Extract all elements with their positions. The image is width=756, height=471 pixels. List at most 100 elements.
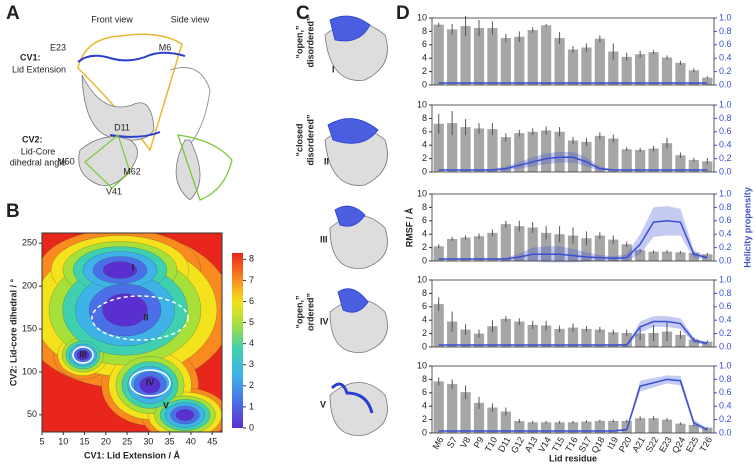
residue-label: V41 <box>106 186 122 196</box>
x-tick-label: Q24 <box>670 435 687 455</box>
bar <box>460 392 471 433</box>
panel-label: B <box>6 201 20 222</box>
residue-label: M62 <box>123 166 141 176</box>
bar <box>487 326 498 347</box>
panel-label: D <box>396 3 410 24</box>
colorbar-tick-label: 0 <box>249 422 254 432</box>
x-tick-label: 35 <box>165 436 175 446</box>
y-tick-label: 10 <box>417 188 427 198</box>
x-tick-label: 5 <box>39 436 44 446</box>
colorbar-tick-label: 5 <box>249 317 254 327</box>
bar <box>541 232 552 261</box>
y-tick-label: 4 <box>422 140 427 150</box>
plot-frame <box>431 365 715 434</box>
y-tick-label: 6 <box>422 387 427 397</box>
bar <box>702 427 713 433</box>
y2-tick-label: 0.6 <box>719 39 732 49</box>
y-tick-label: 4 <box>422 53 427 63</box>
y-tick-label: 0 <box>422 79 427 89</box>
colorbar-tick-label: 2 <box>249 380 254 390</box>
y2-tick-label: 0.0 <box>719 166 732 176</box>
y2-tick-label: 1.0 <box>719 188 732 198</box>
y-tick-label: 2 <box>422 242 427 252</box>
bar <box>688 252 699 261</box>
state-numeral: II <box>324 156 329 166</box>
bar <box>447 29 458 85</box>
bar <box>433 123 444 172</box>
bar <box>648 52 659 85</box>
bar <box>460 26 471 85</box>
y-tick-label: 8 <box>422 113 427 123</box>
y2-tick-label: 0.0 <box>719 255 732 265</box>
plot-frame <box>431 279 715 348</box>
y-tick-label: 8 <box>422 288 427 298</box>
helicity-line <box>438 378 708 432</box>
bar <box>473 28 485 85</box>
bar <box>447 384 458 433</box>
plot-frame <box>41 232 223 433</box>
x-tick-label: 40 <box>186 436 196 446</box>
state-label: “open,” <box>294 296 304 329</box>
bar <box>460 329 471 347</box>
y2-tick-label: 0.2 <box>719 153 732 163</box>
helicity-band <box>438 375 708 432</box>
bar <box>581 421 592 433</box>
x-tick-label: 10 <box>58 436 68 446</box>
bar <box>527 30 538 86</box>
cv-label: CV1: <box>20 52 41 62</box>
bar <box>635 250 646 261</box>
bar <box>594 420 605 433</box>
bar <box>621 244 632 261</box>
y2-tick-label: 1.0 <box>719 99 732 109</box>
bar <box>514 420 525 433</box>
bar <box>460 237 471 261</box>
y2-tick-label: 0.8 <box>719 202 732 212</box>
bar <box>554 38 565 85</box>
bar <box>581 328 592 347</box>
y-tick-label: 200 <box>22 281 37 291</box>
contour-map <box>42 233 222 432</box>
x-tick-label: T15 <box>550 435 566 453</box>
x-tick-label: T10 <box>483 435 499 453</box>
y2-tick-label: 0.8 <box>719 26 732 36</box>
bar <box>514 133 525 172</box>
bar <box>675 62 686 85</box>
y-tick-label: 10 <box>417 274 427 284</box>
residue-label: M50 <box>57 156 75 166</box>
bar <box>702 77 713 85</box>
bar <box>527 422 538 433</box>
cv-label: Lid Extension <box>12 64 66 74</box>
state-label: “closed <box>294 123 304 156</box>
colorbar-tick-label: 7 <box>249 275 254 285</box>
x-tick-label: T26 <box>698 435 714 453</box>
x-tick-label: A13 <box>523 435 540 454</box>
contour-level <box>175 409 195 421</box>
bar <box>635 149 646 172</box>
protein-art-a <box>77 33 233 201</box>
y-tick-label: 250 <box>22 238 37 248</box>
bar <box>487 232 498 261</box>
y-tick-label: 0 <box>422 341 427 351</box>
bar <box>487 129 498 172</box>
x-tick-label: P20 <box>617 435 634 454</box>
y-tick-label: 8 <box>422 26 427 36</box>
state-numeral: I <box>332 64 335 74</box>
bar <box>567 49 579 85</box>
bar <box>581 47 592 85</box>
x-axis-label: Lid residue <box>549 453 597 463</box>
x-tick-label: T16 <box>563 435 579 453</box>
bar <box>661 143 673 172</box>
bar <box>500 318 511 347</box>
y-tick-label: 6 <box>422 215 427 225</box>
y-tick-label: 4 <box>422 229 427 239</box>
bar <box>473 236 485 261</box>
x-tick-label: 20 <box>101 436 111 446</box>
contour-level <box>102 261 137 279</box>
bar <box>473 333 485 347</box>
view-label: Side view <box>171 14 210 24</box>
state-label: disordered” <box>305 114 315 165</box>
bar <box>433 381 444 433</box>
y-tick-label: 10 <box>417 360 427 370</box>
y2-tick-label: 0.4 <box>719 53 732 63</box>
